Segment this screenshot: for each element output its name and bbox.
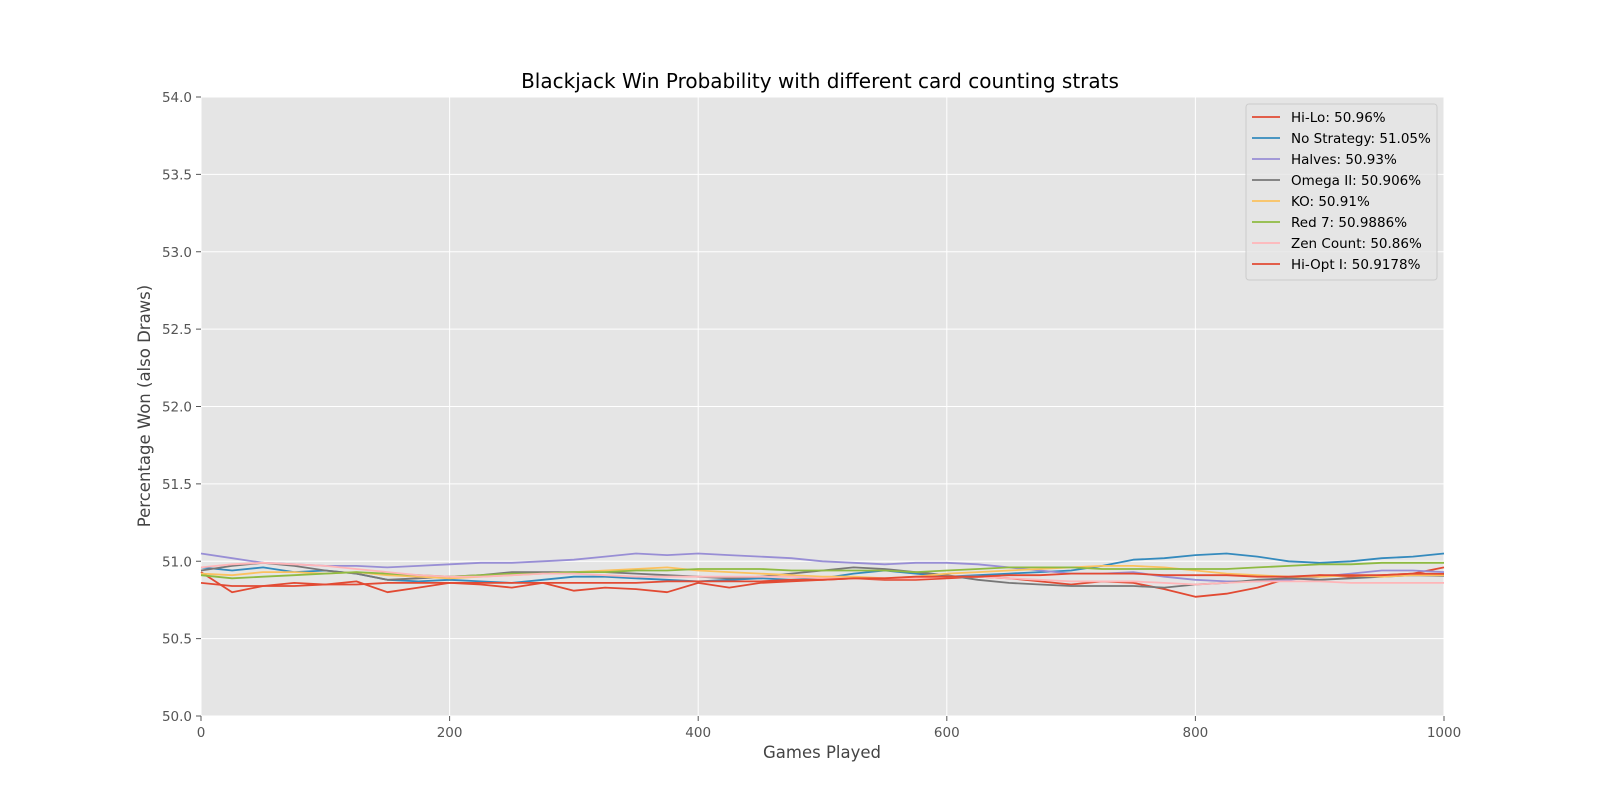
legend-box: [1245, 103, 1438, 281]
x-tick-label: 0: [197, 725, 206, 741]
y-axis-ticks: 50.0 50.5 51.0 51.5 52.0 52.5 53.0 53.5 54.0: [162, 90, 201, 725]
x-axis-label: Games Played: [763, 743, 881, 762]
y-tick-label: 50.0: [162, 709, 192, 725]
y-tick-label: 53.5: [162, 167, 192, 183]
legend: Hi-Lo: 50.96% No Strategy: 51.05% Halves: …: [1245, 103, 1438, 281]
x-axis-ticks: 0 200 400 600 800 1000: [197, 716, 1461, 741]
y-tick-label: 52.5: [162, 322, 192, 338]
y-tick-label: 54.0: [162, 90, 192, 106]
y-tick-label: 52.0: [162, 400, 192, 416]
x-tick-label: 400: [685, 725, 711, 741]
x-tick-label: 600: [934, 725, 960, 741]
legend-entry-label: Omega II: 50.906%: [1291, 173, 1421, 189]
legend-entry-label: Red 7: 50.9886%: [1291, 215, 1407, 231]
y-tick-label: 53.0: [162, 245, 192, 261]
series-line-7: [200, 572, 1445, 587]
x-tick-label: 200: [437, 725, 463, 741]
series-line-6: [200, 561, 1444, 586]
series-line-4: [200, 565, 1444, 580]
legend-entry-label: No Strategy: 51.05%: [1291, 131, 1431, 147]
chart-title: Blackjack Win Probability with different…: [521, 69, 1119, 93]
x-tick-label: 1000: [1427, 725, 1461, 741]
y-tick-label: 50.5: [162, 632, 192, 648]
y-axis-label: Percentage Won (also Draws): [135, 285, 154, 527]
y-tick-label: 51.5: [162, 477, 192, 493]
legend-entry-label: Hi-Opt I: 50.9178%: [1291, 257, 1421, 273]
series-lines: [200, 552, 1445, 598]
legend-entry-label: Zen Count: 50.86%: [1291, 236, 1422, 252]
y-tick-label: 51.0: [162, 554, 192, 570]
x-tick-label: 800: [1183, 725, 1209, 741]
legend-entry-label: Halves: 50.93%: [1291, 152, 1397, 168]
legend-entry-label: KO: 50.91%: [1291, 194, 1370, 210]
gridlines: [200, 96, 1445, 717]
legend-entry-label: Hi-Lo: 50.96%: [1291, 110, 1386, 126]
